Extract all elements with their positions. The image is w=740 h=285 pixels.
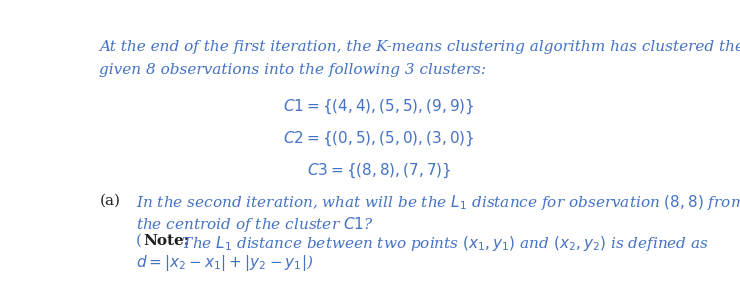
Text: $\mathit{C}1 = \{(4,4),(5,5),(9,9)\}$: $\mathit{C}1 = \{(4,4),(5,5),(9,9)\}$ <box>283 98 475 116</box>
Text: (a): (a) <box>99 193 121 207</box>
Text: The $L_1$ distance between two points $(x_1,y_1)$ and $(x_2,y_2)$ is defined as: The $L_1$ distance between two points $(… <box>177 234 709 253</box>
Text: the centroid of the cluster $\mathit{C}1$?: the centroid of the cluster $\mathit{C}1… <box>135 215 373 234</box>
Text: Note:: Note: <box>143 234 189 248</box>
Text: $\mathit{C}3 = \{(8,8),(7,7)\}$: $\mathit{C}3 = \{(8,8),(7,7)\}$ <box>307 162 451 180</box>
Text: At the end of the first iteration, the K-means clustering algorithm has clustere: At the end of the first iteration, the K… <box>99 40 740 54</box>
Text: $d = |x_2 - x_1| + |y_2 - y_1|$): $d = |x_2 - x_1| + |y_2 - y_1|$) <box>135 253 313 272</box>
Text: given 8 observations into the following 3 clusters:: given 8 observations into the following … <box>99 63 486 77</box>
Text: (: ( <box>135 234 141 248</box>
Text: In the second iteration, what will be the $L_1$ distance for observation $(8,8)$: In the second iteration, what will be th… <box>135 193 740 212</box>
Text: $\mathit{C}2 = \{(0,5),(5,0),(3,0)\}$: $\mathit{C}2 = \{(0,5),(5,0),(3,0)\}$ <box>283 130 475 148</box>
